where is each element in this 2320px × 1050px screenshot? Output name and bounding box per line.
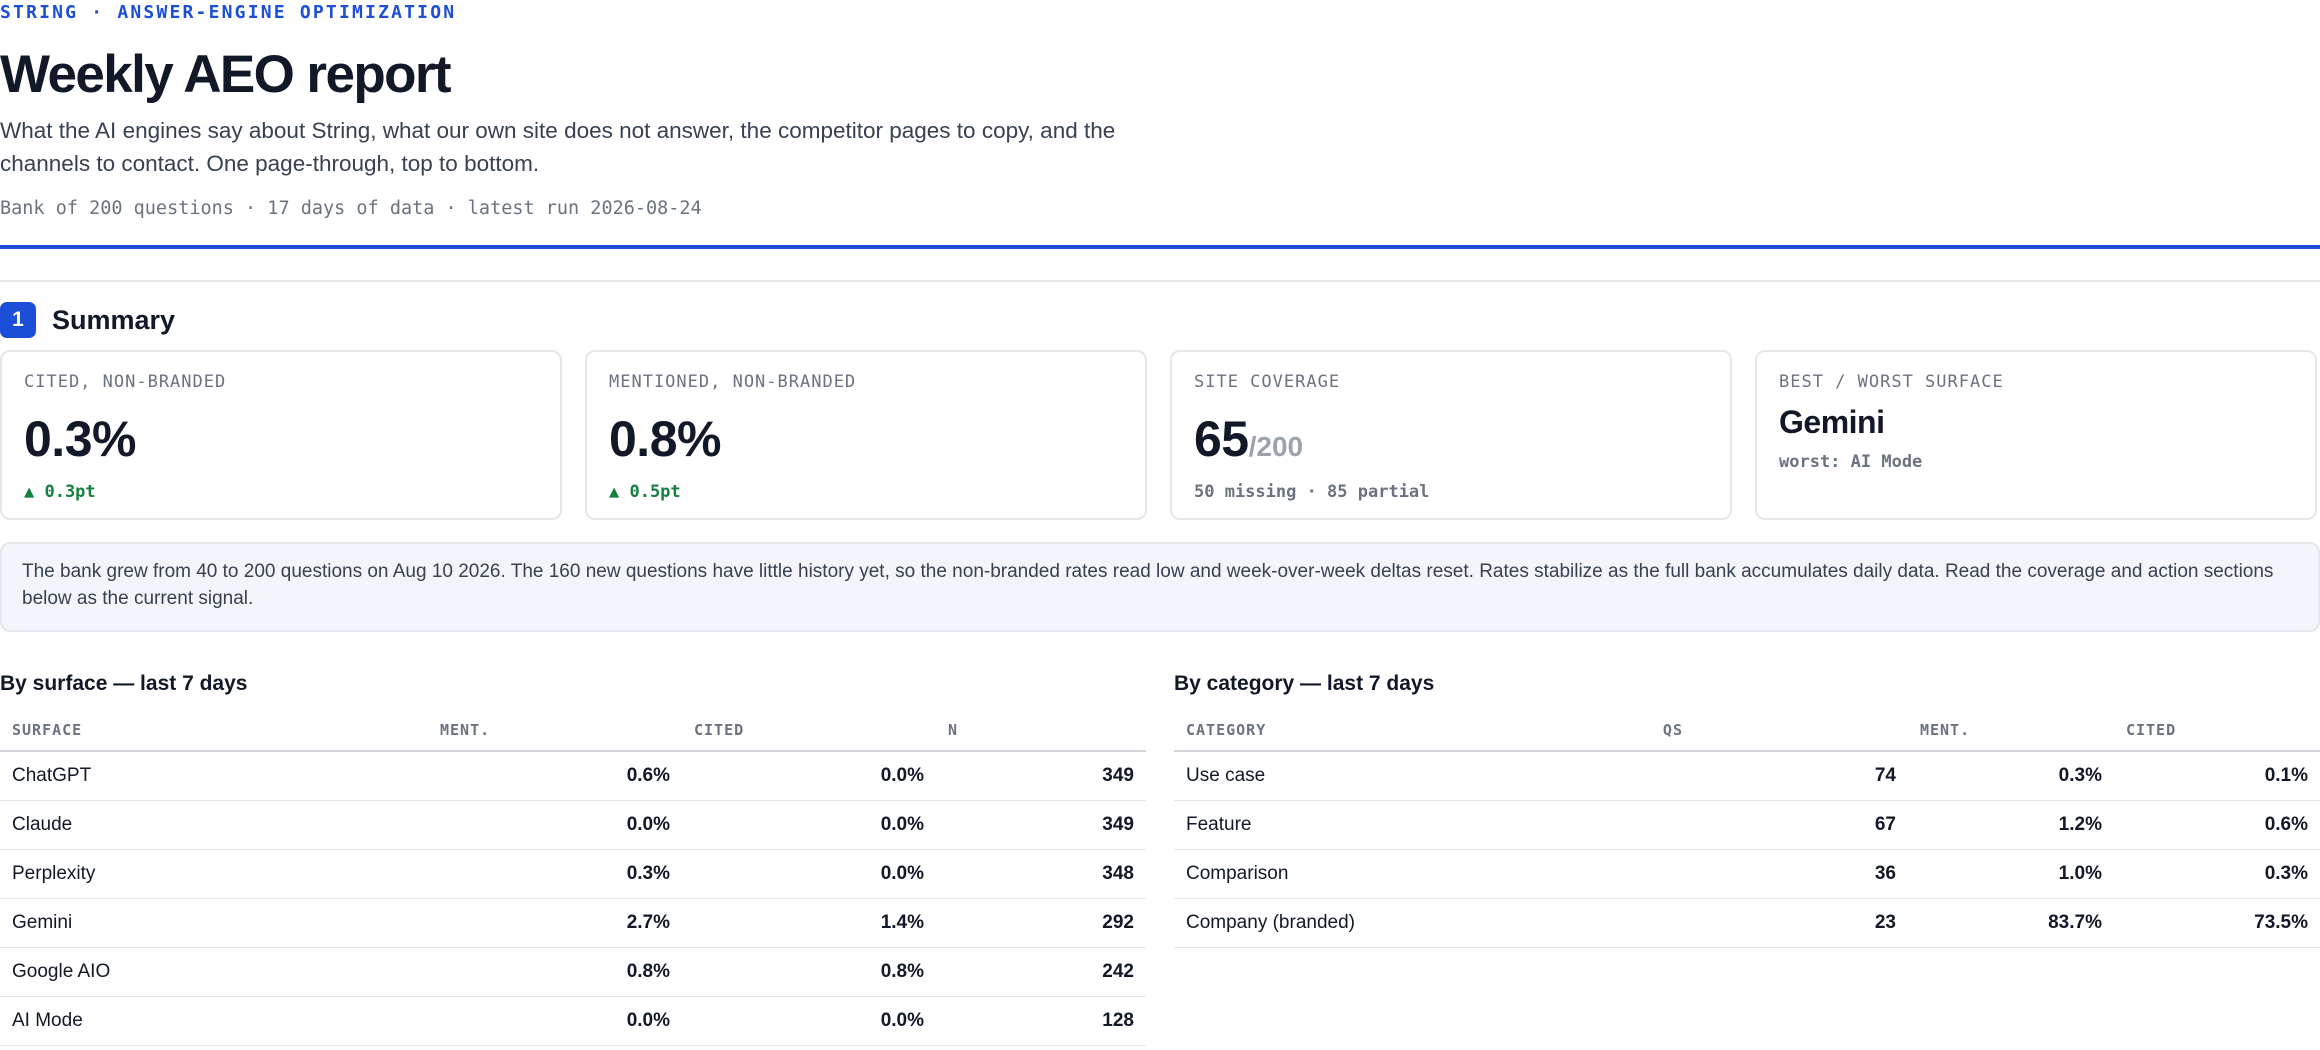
column-header: N (936, 710, 1146, 752)
page-title: Weekly AEO report (0, 45, 452, 104)
mentioned-rate: 0.0% (428, 996, 682, 1046)
kpi-label: BEST / WORST SURFACE (1779, 372, 2004, 392)
section-title: Summary (52, 304, 176, 335)
kpi-value: 65 (1194, 411, 1249, 467)
bank-growth-note: The bank grew from 40 to 200 questions o… (0, 542, 2320, 632)
table-row: Google AIO 0.8% 0.8% 242 (0, 947, 1146, 997)
question-count: 36 (1650, 849, 1908, 899)
sample-count: 242 (936, 947, 1146, 997)
sample-count: 349 (936, 800, 1146, 850)
cited-rate: 1.4% (682, 898, 936, 948)
question-count: 67 (1650, 800, 1908, 850)
report-eyebrow: STRING · ANSWER-ENGINE OPTIMIZATION (0, 2, 457, 23)
category-name: Use case (1174, 751, 1651, 801)
table-row: Use case 74 0.3% 0.1% (1174, 751, 2320, 801)
mentioned-rate: 0.0% (428, 800, 682, 850)
kpi-card-mentioned: MENTIONED, NON-BRANDED 0.8% ▲ 0.5pt (585, 350, 1147, 520)
header-divider (0, 245, 2320, 249)
kpi-label: MENTIONED, NON-BRANDED (609, 372, 857, 392)
cited-rate: 0.0% (682, 996, 936, 1046)
surface-name: Gemini (0, 898, 428, 948)
column-header: CATEGORY (1174, 710, 1651, 752)
column-header: MENT. (1907, 710, 2114, 752)
cited-rate: 0.8% (682, 947, 936, 997)
kpi-value: Gemini (1779, 404, 1885, 440)
mentioned-rate: 2.7% (428, 898, 682, 948)
summary-section-heading: 1 Summary (0, 302, 175, 338)
section-number-badge: 1 (0, 302, 36, 338)
table-row: ChatGPT 0.6% 0.0% 349 (0, 751, 1146, 801)
cited-rate: 0.1% (2113, 751, 2320, 801)
table-row: Feature 67 1.2% 0.6% (1174, 800, 2320, 850)
table-header-row: SURFACE MENT. CITED N (0, 710, 1146, 752)
surface-name: Google AIO (0, 947, 428, 997)
kpi-subtext: worst: AI Mode (1779, 452, 1923, 472)
cited-rate: 0.0% (682, 800, 936, 850)
section-divider (0, 280, 2320, 282)
kpi-card-cited: CITED, NON-BRANDED 0.3% ▲ 0.3pt (0, 350, 562, 520)
table-row: AI Mode 0.0% 0.0% 128 (0, 996, 1146, 1046)
category-name: Company (branded) (1174, 898, 1651, 948)
kpi-subtext: 50 missing · 85 partial (1194, 482, 1430, 502)
surface-name: Perplexity (0, 849, 428, 899)
mentioned-rate: 0.3% (428, 849, 682, 899)
kpi-value: 0.3% (24, 411, 136, 467)
cited-rate: 0.0% (682, 751, 936, 801)
column-header: QS (1650, 710, 1908, 752)
table-row: Comparison 36 1.0% 0.3% (1174, 849, 2320, 899)
table-header-row: CATEGORY QS MENT. CITED (1174, 710, 2320, 752)
kpi-card-site-coverage: SITE COVERAGE 65/200 50 missing · 85 par… (1170, 350, 1732, 520)
category-name: Comparison (1174, 849, 1651, 899)
column-header: MENT. (428, 710, 682, 752)
report-intro: What the AI engines say about String, wh… (0, 118, 1116, 176)
table-row: Perplexity 0.3% 0.0% 348 (0, 849, 1146, 899)
question-count: 23 (1650, 898, 1908, 948)
table-row: Company (branded) 23 83.7% 73.5% (1174, 898, 2320, 948)
mentioned-rate: 0.8% (428, 947, 682, 997)
table-row: Claude 0.0% 0.0% 349 (0, 800, 1146, 850)
report-meta: Bank of 200 questions · 17 days of data … (0, 198, 702, 219)
surface-name: Claude (0, 800, 428, 850)
question-count: 74 (1650, 751, 1908, 801)
kpi-card-best-worst-surface: BEST / WORST SURFACE Gemini worst: AI Mo… (1755, 350, 2317, 520)
kpi-value: 0.8% (609, 411, 721, 467)
by-surface-title: By surface — last 7 days (0, 672, 248, 695)
mentioned-rate: 83.7% (1907, 898, 2114, 948)
sample-count: 348 (936, 849, 1146, 899)
column-header: SURFACE (0, 710, 428, 752)
kpi-label: SITE COVERAGE (1194, 372, 1341, 392)
mentioned-rate: 1.0% (1907, 849, 2114, 899)
column-header: CITED (2113, 710, 2320, 752)
kpi-value-group: 65/200 (1194, 410, 1303, 468)
sample-count: 128 (936, 996, 1146, 1046)
kpi-value-suffix: /200 (1248, 431, 1304, 462)
category-name: Feature (1174, 800, 1651, 850)
cited-rate: 0.3% (2113, 849, 2320, 899)
mentioned-rate: 0.3% (1907, 751, 2114, 801)
by-category-title: By category — last 7 days (1174, 672, 1435, 695)
sample-count: 349 (936, 751, 1146, 801)
cited-rate: 0.0% (682, 849, 936, 899)
table-row: Gemini 2.7% 1.4% 292 (0, 898, 1146, 948)
mentioned-rate: 1.2% (1907, 800, 2114, 850)
by-surface-table: SURFACE MENT. CITED N ChatGPT 0.6% 0.0% … (0, 710, 1146, 1046)
surface-name: ChatGPT (0, 751, 428, 801)
by-category-table: CATEGORY QS MENT. CITED Use case 74 0.3%… (1174, 710, 2320, 948)
cited-rate: 73.5% (2113, 898, 2320, 948)
cited-rate: 0.6% (2113, 800, 2320, 850)
sample-count: 292 (936, 898, 1146, 948)
column-header: CITED (682, 710, 936, 752)
kpi-label: CITED, NON-BRANDED (24, 372, 227, 392)
kpi-delta: ▲ 0.5pt (609, 482, 681, 502)
surface-name: AI Mode (0, 996, 428, 1046)
kpi-delta: ▲ 0.3pt (24, 482, 96, 502)
kpi-cards: CITED, NON-BRANDED 0.3% ▲ 0.3pt MENTIONE… (0, 350, 2320, 524)
mentioned-rate: 0.6% (428, 751, 682, 801)
